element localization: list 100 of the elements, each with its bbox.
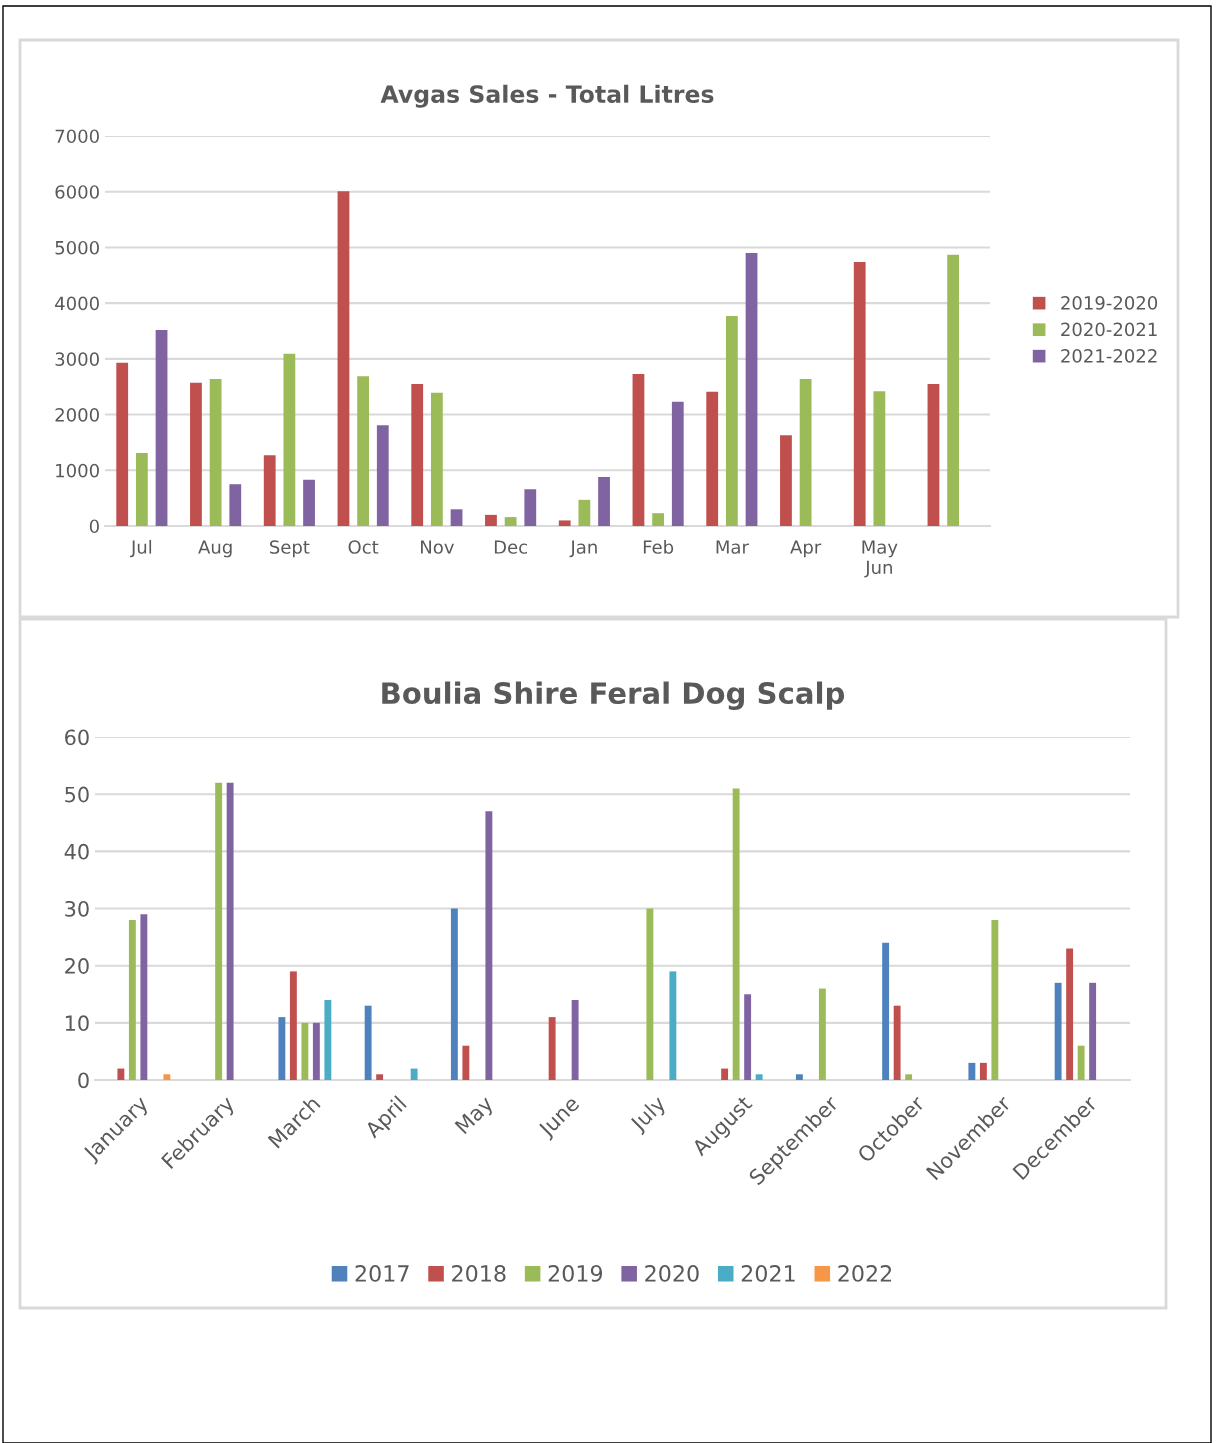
bar <box>873 391 886 526</box>
bar <box>780 435 792 526</box>
legend-label: 2019 <box>548 1265 603 1282</box>
bar <box>303 479 315 526</box>
bar <box>117 1068 125 1080</box>
bar <box>155 329 168 526</box>
bar <box>725 315 738 526</box>
bar <box>745 253 758 526</box>
bar <box>376 425 389 526</box>
x-tick-label: Sept <box>270 540 310 558</box>
bar <box>411 383 424 526</box>
bar <box>301 1022 309 1080</box>
bar <box>632 373 645 526</box>
bar <box>744 994 752 1080</box>
bar <box>947 254 960 526</box>
bar <box>927 383 940 526</box>
bar <box>578 499 591 526</box>
bar <box>893 1005 901 1080</box>
bar <box>135 453 148 526</box>
y-tick-label: 6000 <box>55 185 99 199</box>
bar <box>755 1074 763 1080</box>
bar <box>548 1017 556 1080</box>
y-tick-label: 2000 <box>55 408 99 422</box>
x-tick-label: Mar <box>716 540 749 554</box>
x-tick-label: Aug <box>198 540 232 558</box>
bar <box>598 476 610 526</box>
bar <box>116 362 129 526</box>
y-tick-label: 4000 <box>55 296 99 311</box>
legend-label: 2017 <box>355 1265 409 1282</box>
bar <box>283 353 296 526</box>
y-tick-label: 1000 <box>56 463 99 478</box>
bar <box>979 1062 987 1080</box>
legend-label: 2022 <box>838 1265 892 1282</box>
x-tick-label: May Jun <box>862 540 898 578</box>
bar <box>1054 982 1062 1080</box>
bar <box>215 782 223 1080</box>
bar <box>853 261 866 526</box>
bar <box>721 1068 729 1080</box>
x-tick-label: Feb <box>643 539 674 554</box>
x-tick-label: Oct <box>348 540 379 554</box>
bar <box>1089 982 1097 1080</box>
bar <box>263 455 276 526</box>
bar <box>364 1005 372 1080</box>
bar <box>1066 948 1074 1080</box>
y-tick-label: 0 <box>78 1072 89 1089</box>
bar <box>462 1045 470 1080</box>
y-tick-label: 40 <box>64 843 89 860</box>
bar <box>732 788 740 1080</box>
bar <box>968 1062 976 1080</box>
chart-title: Avgas Sales - Total Litres <box>380 84 714 108</box>
legend-label: 2021-2022 <box>1061 349 1157 363</box>
y-tick-label: 7000 <box>55 129 99 144</box>
y-tick-label: 5000 <box>55 240 99 255</box>
y-tick-label: 3000 <box>55 352 99 366</box>
legend-label: 2020-2021 <box>1061 322 1157 337</box>
y-tick-label: 10 <box>65 1015 89 1032</box>
bar <box>128 919 136 1080</box>
chart-title: Boulia Shire Feral Dog Scalp <box>382 681 845 710</box>
bar <box>337 191 350 526</box>
bar <box>163 1074 171 1080</box>
x-tick-label: Jul <box>130 539 152 558</box>
y-tick-label: 20 <box>65 958 89 974</box>
x-tick-label: Jan <box>569 540 597 558</box>
bar <box>646 908 654 1080</box>
bar <box>669 971 677 1080</box>
x-tick-label: Dec <box>494 540 527 554</box>
legend-label: 2021 <box>741 1265 795 1282</box>
bar <box>324 999 332 1080</box>
bar <box>190 382 202 526</box>
bar <box>671 401 684 526</box>
bar <box>376 1074 384 1080</box>
bar <box>818 988 826 1080</box>
bar <box>226 782 234 1080</box>
bar <box>652 513 665 526</box>
bar <box>991 919 999 1080</box>
bar <box>524 489 537 526</box>
bar <box>504 517 517 526</box>
bar <box>795 1074 803 1080</box>
bar <box>571 999 579 1080</box>
bar <box>209 378 222 526</box>
x-tick-label: Apr <box>790 540 822 558</box>
legend-label: 2018 <box>452 1265 506 1282</box>
legend-label: 2019-2020 <box>1061 296 1158 310</box>
bar <box>229 484 242 526</box>
bar <box>558 520 571 526</box>
bar <box>278 1017 286 1080</box>
bar <box>1077 1045 1085 1080</box>
bar <box>312 1022 320 1080</box>
bar <box>289 971 297 1080</box>
bar <box>485 811 493 1080</box>
bar <box>450 509 463 526</box>
y-tick-label: 0 <box>89 519 99 534</box>
bar <box>799 378 812 526</box>
y-tick-label: 30 <box>65 900 89 917</box>
bar <box>450 908 458 1080</box>
y-tick-label: 60 <box>65 729 89 746</box>
x-tick-label: Nov <box>421 540 454 554</box>
y-tick-label: 50 <box>65 786 89 803</box>
bar <box>140 914 148 1080</box>
legend-label: 2020 <box>645 1265 699 1282</box>
